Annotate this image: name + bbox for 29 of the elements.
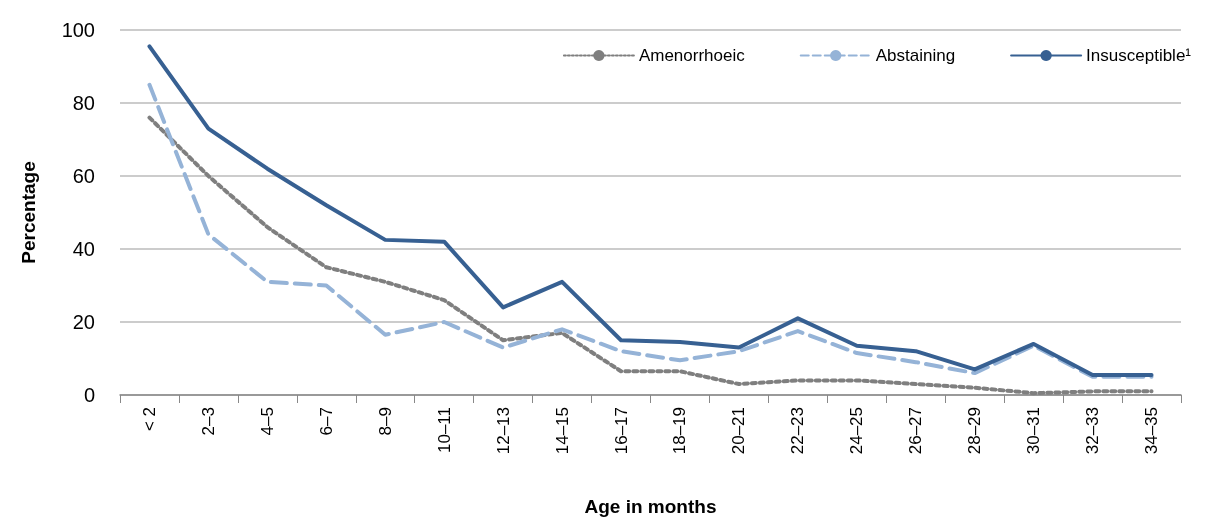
- x-tick-label: 2–3: [198, 407, 218, 436]
- x-tick-label: 34–35: [1142, 407, 1162, 455]
- x-tick-label: 16–17: [611, 407, 631, 455]
- y-tick-label: 100: [61, 19, 95, 41]
- x-tick-label: 10–11: [434, 407, 454, 454]
- y-tick-label: 20: [72, 311, 95, 333]
- y-tick-label: 40: [72, 238, 95, 260]
- x-tick-label: 8–9: [375, 407, 395, 436]
- y-tick-label: 80: [72, 92, 95, 114]
- x-tick-label: 30–31: [1024, 407, 1044, 455]
- x-tick-label: < 2: [139, 407, 159, 432]
- x-tick-label: 12–13: [493, 407, 513, 455]
- x-axis-title: Age in months: [584, 496, 717, 517]
- x-tick-label: 26–27: [906, 407, 926, 455]
- x-tick-label: 24–25: [847, 407, 867, 455]
- x-tick-label: 4–5: [257, 407, 277, 436]
- x-tick-label: 22–23: [788, 407, 808, 455]
- x-tick-label: 14–15: [552, 407, 572, 455]
- legend-label: Abstaining: [875, 46, 956, 65]
- y-tick-label: 0: [83, 384, 95, 406]
- y-tick-label: 60: [72, 165, 95, 187]
- legend-label: Insusceptible¹: [1086, 46, 1192, 65]
- x-tick-label: 18–19: [670, 407, 690, 455]
- x-tick-label: 28–29: [965, 407, 985, 455]
- y-axis-title: Percentage: [18, 161, 39, 264]
- x-tick-label: 20–21: [729, 407, 749, 455]
- x-tick-label: 32–33: [1083, 407, 1103, 455]
- legend-label: Amenorrhoeic: [638, 46, 746, 65]
- x-tick-label: 6–7: [316, 407, 336, 436]
